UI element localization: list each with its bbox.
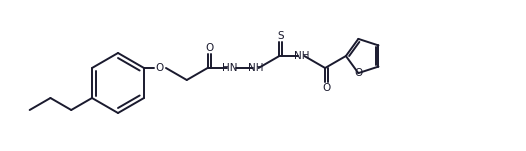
Text: O: O [156,63,164,73]
Text: O: O [322,83,331,93]
Text: S: S [278,31,284,41]
Text: O: O [354,68,362,78]
Text: O: O [205,43,213,53]
Text: NH: NH [248,63,264,73]
Text: HN: HN [222,63,237,73]
Text: NH: NH [294,51,309,61]
